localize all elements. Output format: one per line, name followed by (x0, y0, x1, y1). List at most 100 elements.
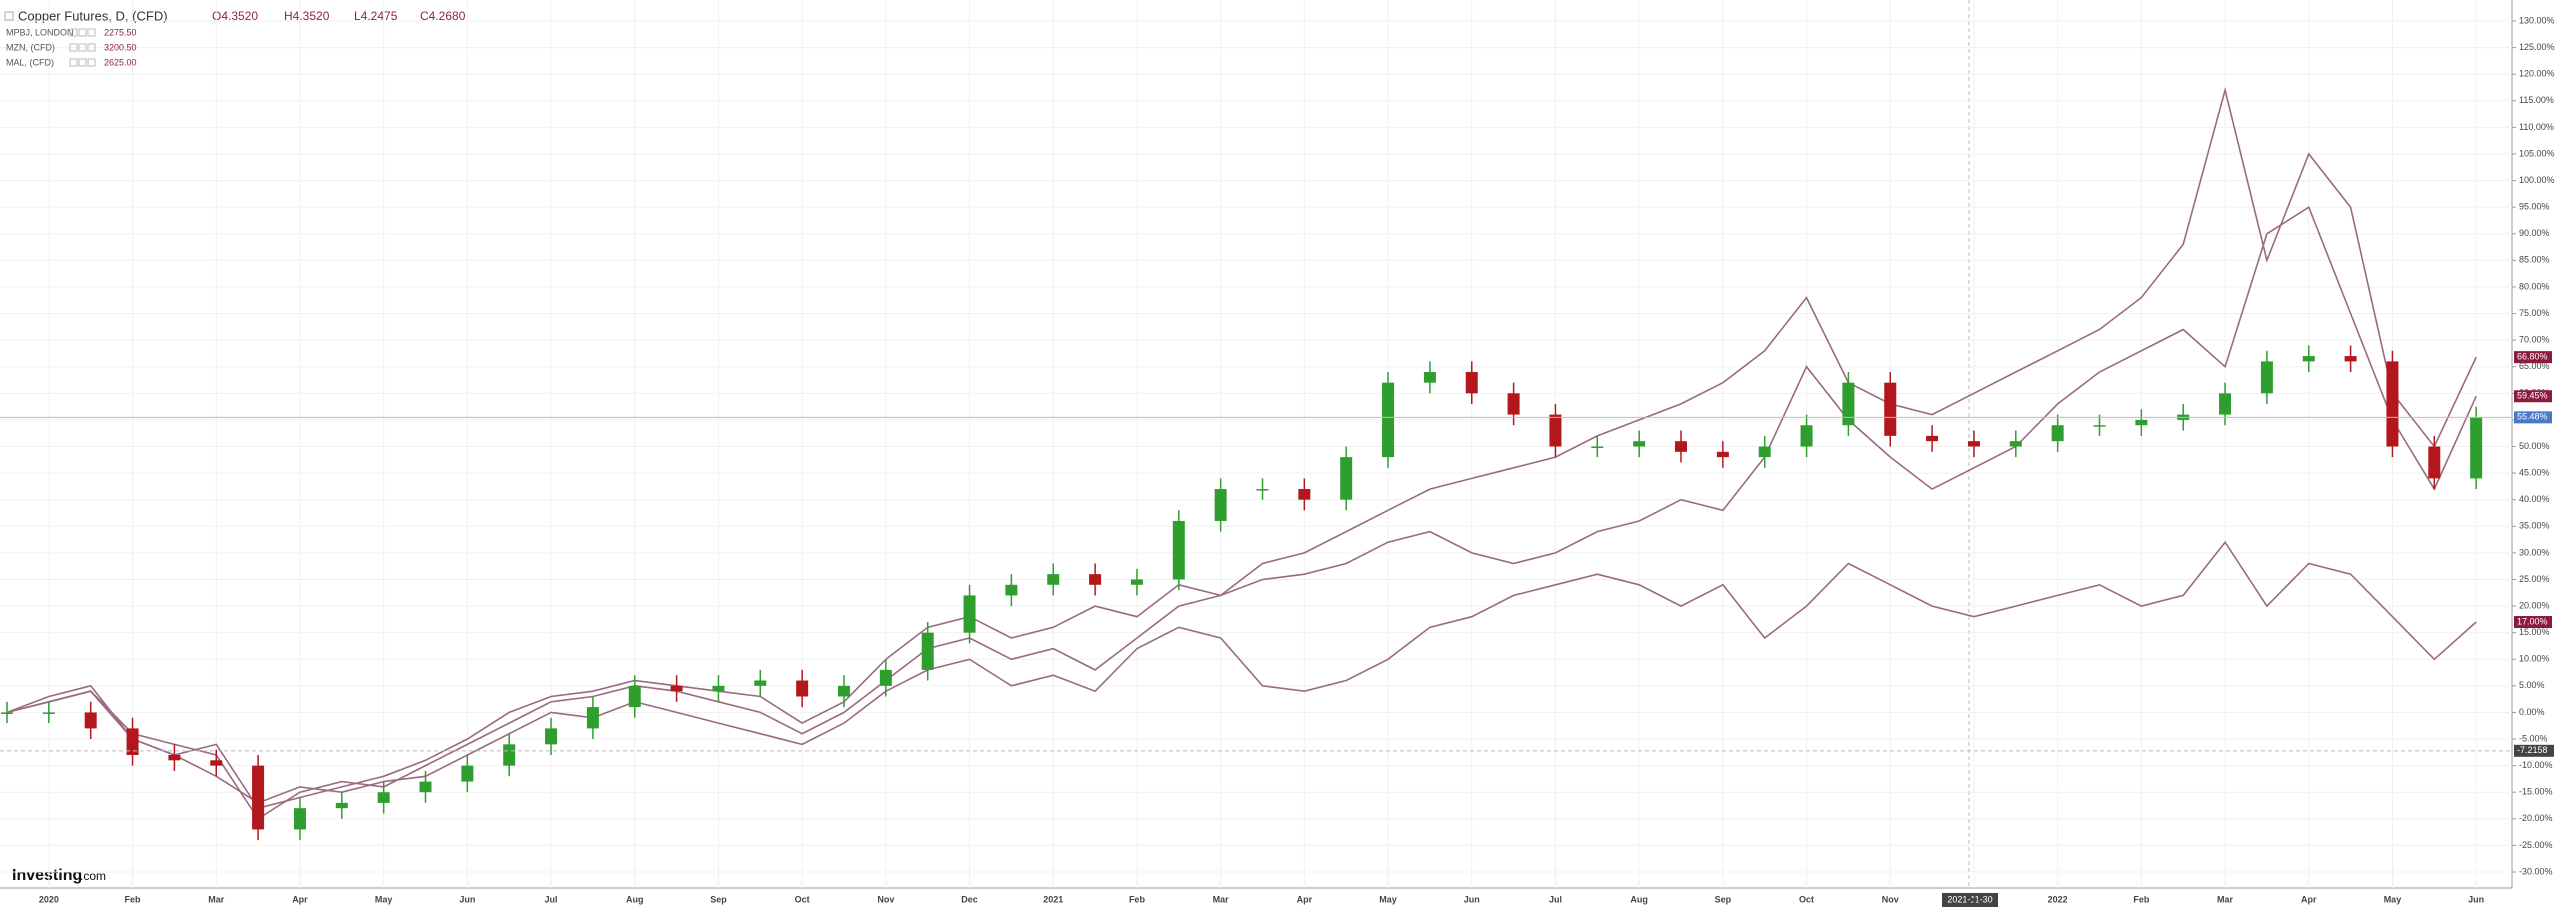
candle-body (293, 808, 306, 830)
x-tick-label: 2020 (39, 894, 59, 904)
crosshair-y-box (2514, 744, 2554, 757)
candle-body (628, 685, 641, 708)
candle-body (1633, 441, 1646, 447)
legend-icon (69, 43, 78, 52)
x-tick-label: Aug (1630, 894, 1648, 904)
crosshair-y-label: -7.2158 (2517, 745, 2548, 755)
candle-body (1047, 574, 1060, 585)
legend-icon (87, 58, 96, 67)
candle-body (1214, 489, 1227, 521)
header-open: O4.3520 (212, 9, 258, 23)
candle-body (1800, 425, 1813, 447)
last-value-box (2514, 351, 2552, 364)
x-tick-label: Apr (292, 894, 308, 904)
x-tick-label: Nov (1882, 894, 1899, 904)
x-tick-label: Dec (1966, 894, 1983, 904)
y-tick-label: 50.00% (2519, 441, 2550, 451)
candle-body (921, 632, 934, 670)
y-tick-label: -25.00% (2519, 840, 2553, 850)
y-tick-label: -10.00% (2519, 760, 2553, 770)
candle-body (586, 707, 599, 729)
logo: Investing .com (12, 867, 106, 884)
x-tick-label: Sep (1715, 894, 1732, 904)
y-tick-label: 25.00% (2519, 574, 2550, 584)
x-tick-label: Dec (961, 894, 978, 904)
legend-price: 3200.50 (104, 42, 137, 52)
candle-body (252, 765, 265, 830)
y-tick-label: 105.00% (2519, 148, 2555, 158)
candle-body (1340, 457, 1353, 500)
legend-icon (78, 58, 87, 67)
x-tick-label: Jun (2468, 894, 2484, 904)
legend-name: MPBJ, LONDON (6, 27, 74, 37)
candle-body (335, 802, 348, 809)
header-high: H4.3520 (284, 9, 330, 23)
candle-body (42, 712, 55, 714)
x-tick-label: Jul (545, 894, 558, 904)
logo-suffix: .com (80, 869, 106, 883)
candle-body (1089, 574, 1102, 585)
header-low: L4.2475 (354, 9, 398, 23)
candle-body (2051, 425, 2064, 442)
x-tick-label: Jun (459, 894, 475, 904)
logo-brand: Investing (12, 867, 82, 884)
x-tick-label: May (375, 894, 393, 904)
x-tick-label: Oct (795, 894, 810, 904)
candle-body (754, 680, 767, 686)
candle-body (1884, 382, 1897, 436)
collapse-icon[interactable] (4, 11, 14, 21)
y-tick-label: 90.00% (2519, 228, 2550, 238)
header: Copper Futures, D, (CFD) O4.3520 H4.3520… (4, 8, 466, 23)
y-tick-label: 15.00% (2519, 627, 2550, 637)
candle-body (712, 685, 725, 692)
x-tick-label: Oct (1799, 894, 1814, 904)
candle-body (1842, 382, 1855, 426)
y-tick-label: 5.00% (2519, 680, 2545, 690)
x-tick-label: May (1379, 894, 1397, 904)
comparison-lines (6, 86, 2477, 820)
crosshair-x-box (1942, 893, 1998, 907)
x-tick-label: Mar (1213, 894, 1230, 904)
legend-name: MZN, (CFD) (6, 42, 55, 52)
candles (1, 345, 2483, 841)
candle-body (1465, 372, 1478, 394)
x-tick-label: Feb (1129, 894, 1146, 904)
last-value-label: 17.00% (2517, 616, 2548, 626)
legend-name: MAL, (CFD) (6, 57, 54, 67)
candle-body (2470, 417, 2483, 479)
comparison-line (6, 86, 2477, 810)
candle-body (2428, 446, 2441, 479)
candle-body (2302, 356, 2315, 362)
x-tick-label: Jul (1549, 894, 1562, 904)
candle-body (210, 760, 223, 766)
y-tick-label: 85.00% (2519, 255, 2550, 265)
candle-body (1256, 489, 1269, 491)
y-tick-label: -5.00% (2519, 733, 2548, 743)
candle-body (879, 669, 892, 686)
candle-body (1507, 393, 1520, 415)
y-tick-label: 10.00% (2519, 654, 2550, 664)
y-tick-label: -15.00% (2519, 787, 2553, 797)
candle-body (1382, 382, 1395, 458)
candle-body (1005, 584, 1018, 596)
y-tick-label: 110.00% (2519, 122, 2554, 132)
y-tick-label: 40.00% (2519, 494, 2550, 504)
legend-icon (78, 28, 87, 37)
candle-body (2009, 441, 2022, 447)
candle-body (670, 685, 683, 692)
x-tick-label: Mar (2217, 894, 2234, 904)
y-tick-label: 115.00% (2519, 95, 2554, 105)
last-value-box (2514, 390, 2552, 403)
y-tick-label: -30.00% (2519, 866, 2553, 876)
crosshair-x-label: 2021-11-30 (1947, 894, 1992, 904)
candle-body (1298, 489, 1311, 500)
x-tick-label: Aug (626, 894, 644, 904)
y-tick-label: 130.00% (2519, 15, 2555, 25)
y-tick-label: 120.00% (2519, 69, 2555, 79)
y-tick-label: 125.00% (2519, 42, 2555, 52)
y-tick-label: 80.00% (2519, 281, 2550, 291)
x-tick-label: Mar (208, 894, 225, 904)
candle-body (2344, 356, 2357, 362)
x-tick-label: 2022 (2048, 894, 2068, 904)
